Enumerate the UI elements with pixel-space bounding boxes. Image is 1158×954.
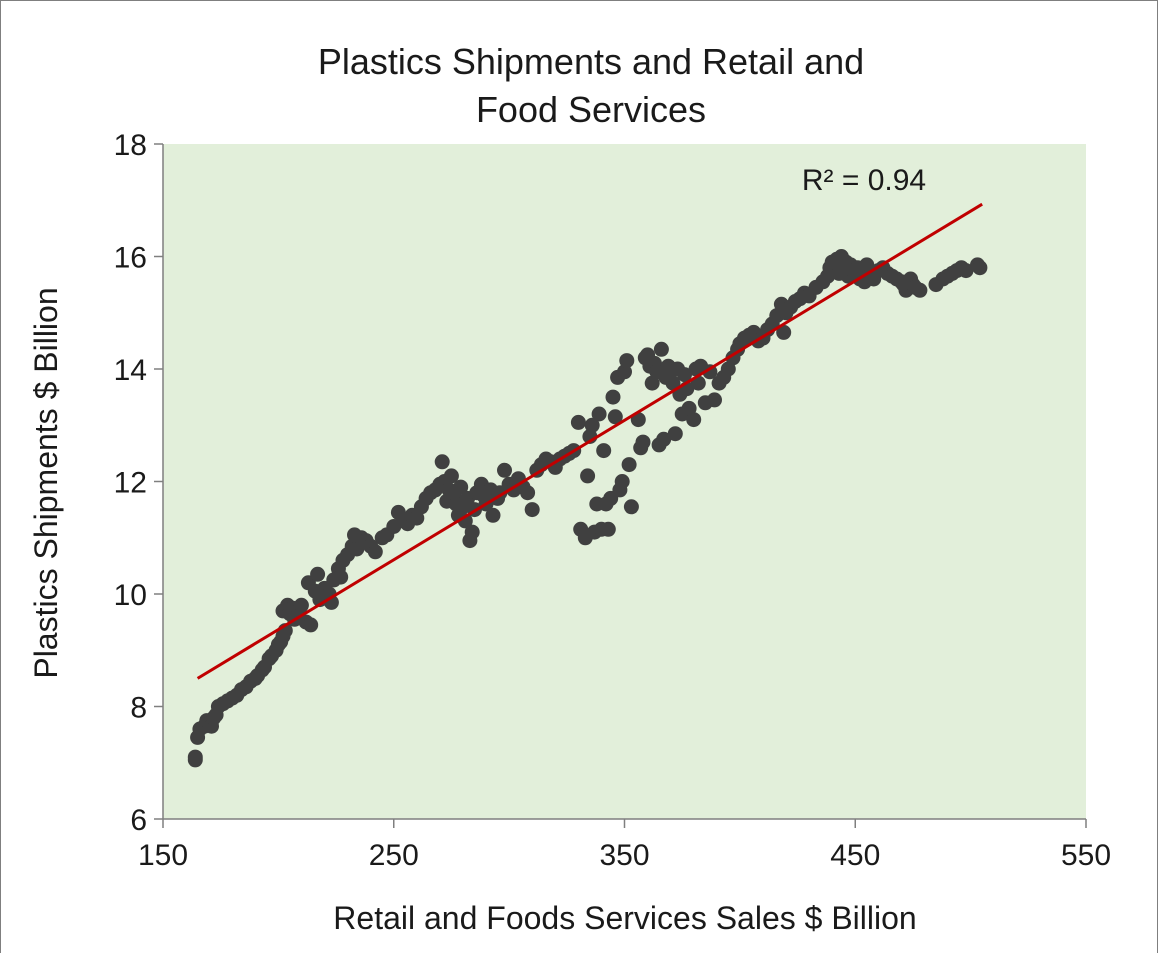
data-point (677, 367, 692, 383)
data-point (776, 324, 792, 340)
data-point (443, 468, 459, 484)
data-point (614, 474, 630, 489)
data-point (293, 597, 309, 613)
data-point (972, 260, 988, 276)
chart-title-line-2: Food Services (476, 89, 706, 130)
data-point (720, 361, 736, 377)
data-point (580, 468, 596, 484)
data-point (635, 434, 651, 450)
data-point (453, 479, 469, 495)
data-point (434, 454, 450, 470)
data-point (591, 406, 607, 422)
data-point (303, 617, 319, 633)
data-point (686, 412, 702, 428)
data-point (310, 566, 326, 582)
data-point (600, 521, 616, 537)
data-point (912, 282, 928, 298)
data-point (665, 375, 681, 391)
y-tick-label: 16 (114, 242, 147, 275)
data-point (621, 457, 637, 473)
y-tick-label: 10 (114, 579, 147, 612)
axes (154, 143, 1087, 828)
data-point (367, 544, 383, 560)
data-point (333, 569, 349, 585)
x-tick-label: 150 (138, 839, 188, 872)
data-point (409, 510, 425, 526)
data-point (570, 414, 586, 430)
data-point (667, 426, 683, 442)
x-tick-labels: 150 250 350 450 550 (138, 839, 1111, 872)
x-tick-label: 250 (369, 839, 419, 872)
data-point (497, 462, 512, 478)
x-tick-label: 550 (1061, 839, 1111, 872)
x-tick-label: 450 (830, 839, 880, 872)
data-point (623, 499, 639, 515)
data-point (605, 389, 621, 405)
y-tick-label: 8 (130, 692, 147, 725)
x-axis-title: Retail and Foods Services Sales $ Billio… (333, 900, 916, 936)
data-points (187, 249, 988, 768)
data-point (520, 485, 536, 501)
data-point (584, 417, 600, 433)
data-point (596, 443, 612, 459)
data-point (617, 364, 632, 380)
r-squared-label: R² = 0.94 (802, 164, 926, 197)
data-point (653, 341, 669, 357)
data-point (656, 431, 672, 447)
y-tick-label: 18 (114, 129, 147, 162)
trendline (196, 202, 983, 680)
y-tick-label: 14 (114, 354, 147, 387)
x-tick-label: 350 (599, 839, 649, 872)
y-tick-labels: 6 8 10 12 14 16 18 (114, 129, 147, 837)
y-tick-label: 12 (114, 467, 147, 500)
data-point (644, 375, 660, 391)
data-point (958, 263, 974, 279)
data-point (607, 409, 623, 425)
data-point (524, 502, 540, 518)
y-tick-label: 6 (130, 804, 147, 837)
data-point (187, 749, 203, 765)
data-point (707, 392, 722, 408)
data-point (485, 507, 501, 523)
data-point (464, 524, 480, 540)
y-axis-title: Plastics Shipments $ Billion (28, 287, 64, 678)
data-point (619, 353, 635, 369)
chart-title-line-1: Plastics Shipments and Retail and (318, 41, 864, 82)
